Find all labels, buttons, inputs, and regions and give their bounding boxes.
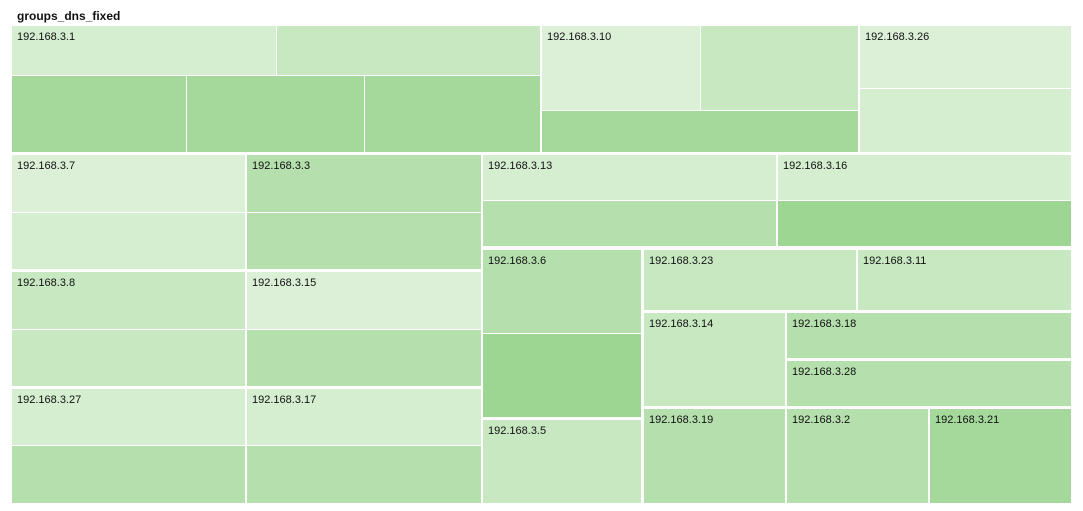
treemap-cell: [778, 201, 1071, 246]
treemap-cell: [701, 26, 858, 110]
treemap-cell: [247, 213, 481, 269]
treemap-group: 192.168.3.28: [787, 361, 1071, 406]
treemap-cell: [483, 334, 641, 417]
treemap-cell: [860, 89, 1071, 152]
treemap-group: 192.168.3.27: [12, 389, 245, 503]
treemap-group: 192.168.3.8: [12, 272, 245, 386]
treemap-label: 192.168.3.2: [792, 414, 850, 426]
treemap-cell: [12, 272, 245, 329]
treemap-label: 192.168.3.8: [17, 277, 75, 289]
treemap-group: 192.168.3.23: [644, 250, 856, 310]
treemap-group: 192.168.3.11: [858, 250, 1071, 310]
treemap-label: 192.168.3.6: [488, 255, 546, 267]
treemap-cell: [247, 330, 481, 386]
treemap-label: 192.168.3.23: [649, 255, 713, 267]
treemap-label: 192.168.3.13: [488, 160, 552, 172]
treemap-cell: [542, 26, 700, 110]
treemap-label: 192.168.3.5: [488, 425, 546, 437]
treemap-cell: [12, 213, 245, 269]
treemap-cell: [187, 76, 364, 152]
treemap-label: 192.168.3.11: [863, 255, 926, 267]
treemap-cell: [12, 446, 245, 503]
treemap-cell: [860, 26, 1071, 88]
treemap-group: 192.168.3.26: [860, 26, 1071, 152]
treemap-group: 192.168.3.21: [930, 409, 1071, 503]
treemap-group: 192.168.3.5: [483, 420, 641, 503]
treemap-label: 192.168.3.16: [783, 160, 847, 172]
treemap-group: 192.168.3.2: [787, 409, 928, 503]
treemap-cell: [644, 250, 856, 310]
treemap-cell: [542, 111, 858, 152]
treemap-label: 192.168.3.19: [649, 414, 713, 426]
treemap-group: 192.168.3.14: [644, 313, 785, 406]
treemap-cell: [365, 76, 540, 152]
treemap-group: 192.168.3.17: [247, 389, 481, 503]
chart-title: groups_dns_fixed: [17, 9, 121, 23]
treemap-cell: [12, 155, 245, 212]
treemap-cell: [12, 26, 276, 75]
treemap-cell: [858, 250, 1071, 310]
treemap-cell: [930, 409, 1071, 503]
treemap-cell: [483, 155, 776, 200]
treemap-cell: [247, 272, 481, 329]
treemap-cell: [483, 201, 776, 246]
treemap-cell: [644, 313, 785, 406]
treemap-cell: [483, 420, 641, 503]
treemap-cell: [787, 361, 1071, 406]
treemap-group: 192.168.3.10: [542, 26, 858, 152]
treemap-label: 192.168.3.10: [547, 31, 611, 43]
treemap-cell: [12, 330, 245, 386]
treemap-label: 192.168.3.3: [252, 160, 310, 172]
treemap-group: 192.168.3.6: [483, 250, 641, 417]
treemap-label: 192.168.3.1: [17, 31, 75, 43]
treemap-group: 192.168.3.15: [247, 272, 481, 386]
treemap-group: 192.168.3.7: [12, 155, 245, 269]
treemap-label: 192.168.3.28: [792, 366, 856, 378]
treemap-label: 192.168.3.26: [865, 31, 929, 43]
treemap-cell: [778, 155, 1071, 200]
treemap-cell: [644, 409, 785, 503]
treemap-cell: [247, 446, 481, 503]
treemap-group: 192.168.3.16: [778, 155, 1071, 246]
treemap-group: 192.168.3.19: [644, 409, 785, 503]
treemap-group: 192.168.3.18: [787, 313, 1071, 358]
treemap-label: 192.168.3.18: [792, 318, 856, 330]
treemap-cell: [787, 409, 928, 503]
treemap-label: 192.168.3.7: [17, 160, 75, 172]
treemap-cell: [247, 389, 481, 445]
treemap-cell: [12, 389, 245, 445]
treemap-group: 192.168.3.13: [483, 155, 776, 246]
treemap-cell: [787, 313, 1071, 358]
treemap-label: 192.168.3.27: [17, 394, 81, 406]
treemap-label: 192.168.3.15: [252, 277, 316, 289]
treemap-label: 192.168.3.14: [649, 318, 713, 330]
treemap-cell: [483, 250, 641, 333]
treemap-label: 192.168.3.17: [252, 394, 316, 406]
treemap-cell: [247, 155, 481, 212]
treemap-group: 192.168.3.3: [247, 155, 481, 269]
treemap-cell: [277, 26, 540, 75]
treemap-cell: [12, 76, 186, 152]
treemap-group: 192.168.3.1: [12, 26, 540, 152]
treemap-label: 192.168.3.21: [935, 414, 999, 426]
